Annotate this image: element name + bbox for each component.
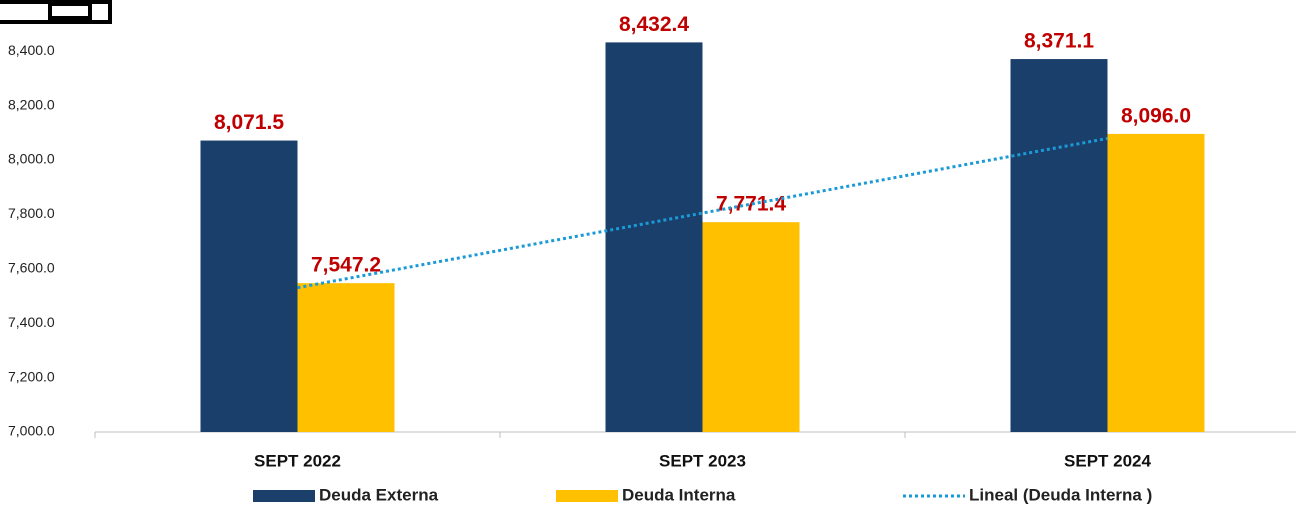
bar bbox=[1010, 59, 1108, 433]
y-tick-label: 7,400.0 bbox=[8, 314, 55, 330]
y-tick-label: 8,000.0 bbox=[8, 151, 55, 167]
legend-label: Lineal (Deuda Interna ) bbox=[969, 485, 1152, 504]
bar bbox=[1107, 133, 1205, 432]
data-label: 8,432.4 bbox=[619, 13, 689, 36]
data-label: 8,371.1 bbox=[1024, 30, 1094, 53]
data-label: 7,547.2 bbox=[311, 254, 381, 277]
bar bbox=[605, 42, 703, 432]
bar bbox=[200, 140, 298, 432]
x-tick-label: SEPT 2023 bbox=[659, 451, 746, 470]
y-tick-label: 7,600.0 bbox=[8, 260, 55, 276]
y-tick-label: 7,200.0 bbox=[8, 368, 55, 384]
trend-line bbox=[297, 136, 1108, 290]
icon bbox=[0, 0, 112, 24]
icon-box bbox=[48, 2, 92, 20]
legend-swatch bbox=[556, 490, 618, 502]
y-tick-label: 7,800.0 bbox=[8, 205, 55, 221]
data-label: 7,771.4 bbox=[716, 193, 786, 216]
bar bbox=[702, 222, 800, 432]
x-tick-label: SEPT 2022 bbox=[254, 451, 341, 470]
data-label: 8,096.0 bbox=[1121, 104, 1191, 127]
legend-label: Deuda Externa bbox=[319, 485, 439, 504]
legend-swatch bbox=[253, 490, 315, 502]
y-tick-label: 8,200.0 bbox=[8, 96, 55, 112]
x-tick-label: SEPT 2024 bbox=[1064, 451, 1151, 470]
y-tick-label: 7,000.0 bbox=[8, 423, 55, 439]
y-tick-label: 8,400.0 bbox=[8, 42, 55, 58]
bar bbox=[297, 283, 395, 432]
data-label: 8,071.5 bbox=[214, 111, 284, 134]
legend-label: Deuda Interna bbox=[622, 485, 736, 504]
